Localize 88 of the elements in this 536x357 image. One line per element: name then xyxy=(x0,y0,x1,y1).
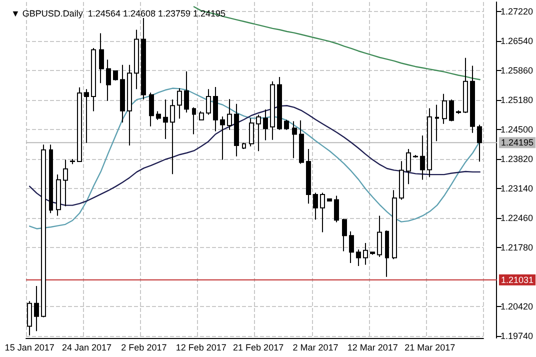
candlestick xyxy=(127,64,132,146)
candlestick xyxy=(56,174,61,216)
candlestick xyxy=(370,251,375,256)
ref-line-label: 1.21031 xyxy=(501,274,534,285)
candlestick xyxy=(63,159,68,207)
candlestick xyxy=(284,119,289,130)
candlestick xyxy=(170,99,175,175)
x-tick-label: 2 Mar 2017 xyxy=(292,342,338,352)
candlestick xyxy=(120,64,125,124)
y-tick-label: 1.20420 xyxy=(500,301,534,312)
candlestick xyxy=(342,218,347,252)
line-series xyxy=(28,88,480,230)
x-tick-label: 24 Jan 2017 xyxy=(62,342,112,352)
y-tick-label: 1.25860 xyxy=(500,66,534,76)
line-series xyxy=(193,6,480,80)
candlestick xyxy=(413,154,418,158)
x-tick-label: 2 Feb 2017 xyxy=(121,342,167,352)
x-tick-label: 21 Mar 2017 xyxy=(404,342,456,352)
candlestick xyxy=(392,190,397,260)
candlestick xyxy=(184,70,189,114)
candlestick xyxy=(463,57,468,114)
candlestick xyxy=(156,110,161,120)
candlestick xyxy=(349,230,354,264)
y-tick-label: 1.23820 xyxy=(500,154,534,164)
candlestick xyxy=(249,118,254,147)
candlestick xyxy=(449,99,454,122)
x-tick-label: 15 Jan 2017 xyxy=(4,342,54,352)
candlestick xyxy=(192,106,196,135)
candlestick xyxy=(99,32,104,84)
candlestick xyxy=(263,109,268,141)
x-tick-label: 12 Feb 2017 xyxy=(176,342,226,352)
candlestick xyxy=(477,124,482,162)
y-tick-label: 1.21780 xyxy=(500,242,534,252)
candlestick xyxy=(163,99,168,140)
candlestick xyxy=(27,300,32,336)
candlestick xyxy=(141,18,146,100)
candlestick xyxy=(420,135,425,180)
x-tick-label: 21 Feb 2017 xyxy=(233,342,284,352)
x-tick-label: 12 Mar 2017 xyxy=(347,342,398,352)
candlestick xyxy=(356,249,361,267)
candlestick xyxy=(313,192,318,220)
candlestick xyxy=(84,88,89,144)
candlestick xyxy=(334,195,339,223)
candlestick xyxy=(41,144,46,318)
candlestick xyxy=(91,47,96,112)
candlestick xyxy=(320,192,325,233)
candlestick xyxy=(435,104,439,142)
y-tick-label: 1.22460 xyxy=(500,212,534,223)
candlestick xyxy=(227,98,232,130)
candlestick xyxy=(427,108,432,178)
candlestick xyxy=(327,198,332,202)
candlestick xyxy=(106,59,111,102)
y-tick-label: 1.24500 xyxy=(500,124,534,134)
candlestick xyxy=(49,144,53,214)
candlestick xyxy=(70,158,75,165)
candlestick xyxy=(306,148,311,204)
candlestick xyxy=(277,76,282,130)
candlestick xyxy=(470,65,475,134)
candlestick xyxy=(442,93,447,124)
candlestick xyxy=(292,120,297,159)
ref-line-label: 1.24195 xyxy=(501,138,534,148)
candlestick xyxy=(199,110,204,121)
candlestick xyxy=(385,230,389,278)
candlestick xyxy=(177,88,182,120)
candlestick xyxy=(34,285,39,332)
candlestick xyxy=(270,80,275,140)
candlestick xyxy=(363,242,368,266)
y-tick-label: 1.27220 xyxy=(500,6,534,17)
candlestick xyxy=(220,116,225,160)
candlestick xyxy=(149,92,154,127)
line-series xyxy=(28,105,480,206)
candlestick xyxy=(299,120,304,164)
candlestick xyxy=(406,148,411,185)
candlestick xyxy=(234,103,239,157)
candlestick xyxy=(77,86,82,162)
candlestick xyxy=(134,29,139,90)
y-tick-label: 1.26540 xyxy=(500,36,534,46)
candlestick xyxy=(456,110,461,114)
candlestick xyxy=(242,142,246,150)
y-tick-label: 1.19740 xyxy=(500,330,534,341)
candlestick xyxy=(206,88,211,116)
y-tick-label: 1.25180 xyxy=(500,94,534,105)
candlestick xyxy=(399,160,404,200)
y-tick-label: 1.23140 xyxy=(500,183,534,194)
candlestick xyxy=(113,70,118,81)
candlestick xyxy=(256,114,261,152)
candlestick xyxy=(213,86,218,132)
candlestick xyxy=(377,215,382,258)
